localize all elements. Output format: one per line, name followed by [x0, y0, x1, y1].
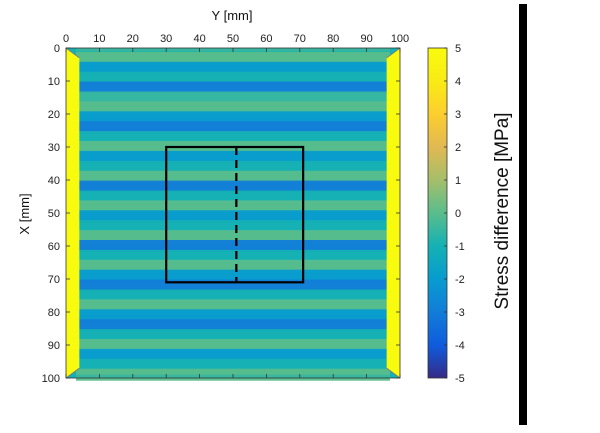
colorbar-tick-label: 5: [455, 43, 461, 55]
heatmap-band: [76, 339, 390, 351]
corner-line: [386, 47, 401, 59]
colorbar-tick-label: 4: [455, 76, 461, 88]
colorbar-tick-label: 2: [455, 142, 461, 154]
heatmap-band: [76, 51, 390, 64]
y-tick-label: 50: [48, 208, 60, 220]
heatmap-band: [76, 170, 390, 183]
heatmap-band: [76, 180, 390, 193]
heatmap-band: [76, 289, 390, 302]
x-tick-label: 90: [360, 33, 372, 45]
edge-left: [66, 48, 80, 378]
heatmap-band: [76, 269, 390, 282]
heatmap-band: [76, 210, 390, 223]
heatmap-band: [76, 131, 390, 144]
heatmap-band: [76, 121, 390, 134]
y-tick-label: 10: [48, 76, 60, 88]
x-axis-label: Y [mm]: [212, 8, 253, 23]
y-tick-label: 80: [48, 307, 60, 319]
heatmap-band: [76, 319, 390, 332]
y-tick-label: 70: [48, 274, 60, 286]
heatmap-band: [76, 200, 390, 213]
region-rectangle: [165, 145, 305, 284]
colorbar-tick-label: -1: [455, 241, 465, 253]
heatmap-band: [76, 240, 390, 252]
heatmap-band: [76, 91, 390, 104]
axes: 0 10 20 30 40 50 60 70 80 90 100 0 10 20 30 40 50 60 70 80 9…: [42, 33, 410, 385]
colorbar-tick-label: -5: [455, 373, 465, 385]
heatmap-band: [76, 220, 390, 233]
colorbar-tick-label: 0: [455, 208, 461, 220]
heatmap-band: [76, 309, 390, 322]
colorbar-tick-label: -4: [455, 340, 465, 352]
heatmap-band: [76, 329, 390, 342]
heatmap-band: [76, 160, 390, 173]
y-tick-label: 100: [42, 373, 60, 385]
heatmap-band: [76, 81, 390, 94]
x-tick-label: 10: [93, 33, 105, 45]
y-tick-label: 90: [48, 340, 60, 352]
heatmap-band: [76, 299, 390, 312]
x-tick-label: 40: [193, 33, 205, 45]
y-tick-label: 30: [48, 142, 60, 154]
x-tick-label: 100: [391, 33, 409, 45]
colorbar: 5 4 3 2 1 0 -1 -2 -3 -4 -5: [427, 43, 465, 385]
colorbar-tick-label: 3: [455, 109, 461, 121]
heatmap: [65, 47, 401, 381]
heatmap-band: [76, 111, 390, 124]
x-tick-label: 70: [294, 33, 306, 45]
colorbar-tick-label: 1: [455, 175, 461, 187]
corner-line: [65, 367, 80, 379]
corner-line: [65, 47, 80, 59]
right-edge-bar: [519, 4, 527, 425]
heatmap-band: [76, 101, 390, 114]
colorbar-label: Stress difference [MPa]: [492, 112, 513, 309]
x-tick-label: 0: [63, 33, 69, 45]
edge-right: [386, 48, 400, 378]
colorbar-tick-label: -2: [455, 274, 465, 286]
heatmap-band: [76, 249, 390, 262]
heatmap-band: [76, 150, 390, 163]
x-tick-label: 20: [127, 33, 139, 45]
y-tick-label: 0: [54, 43, 60, 55]
heatmap-band: [76, 279, 390, 292]
x-tick-label: 80: [327, 33, 339, 45]
heatmap-band: [76, 358, 390, 371]
x-tick-label: 30: [160, 33, 172, 45]
heatmap-band: [76, 348, 390, 361]
heatmap-band: [76, 230, 390, 243]
heatmap-band: [76, 71, 390, 84]
x-tick-label: 50: [227, 33, 239, 45]
overlay: [165, 145, 305, 284]
y-axis-label: X [mm]: [17, 193, 32, 234]
heatmap-band: [76, 61, 390, 74]
x-tick-label: 60: [260, 33, 272, 45]
heatmap-band: [76, 259, 390, 272]
heatmap-band: [76, 190, 390, 203]
y-tick-label: 40: [48, 175, 60, 187]
corner-line: [386, 367, 401, 379]
y-tick-label: 20: [48, 109, 60, 121]
y-tick-label: 60: [48, 241, 60, 253]
colorbar-tick-label: -3: [455, 307, 465, 319]
